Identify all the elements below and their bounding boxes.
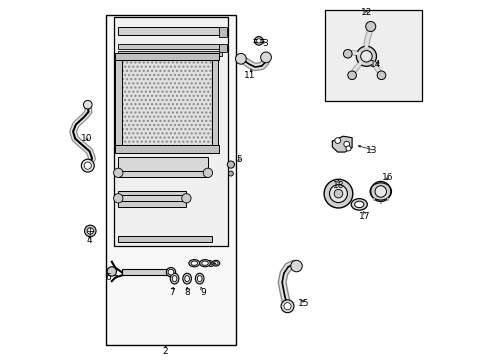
Circle shape <box>324 179 352 208</box>
Text: 17: 17 <box>359 212 370 221</box>
Bar <box>115 56 122 151</box>
Circle shape <box>343 141 349 147</box>
Bar <box>113 17 228 246</box>
Circle shape <box>168 269 174 275</box>
Circle shape <box>84 162 91 169</box>
Bar <box>106 15 235 345</box>
Bar <box>115 145 218 153</box>
Text: 7: 7 <box>169 288 175 297</box>
Circle shape <box>254 37 263 45</box>
Bar <box>219 44 226 51</box>
Circle shape <box>329 185 346 203</box>
Circle shape <box>284 303 290 310</box>
Text: 1: 1 <box>208 260 214 269</box>
Bar <box>118 171 207 177</box>
Ellipse shape <box>354 201 363 208</box>
Bar <box>211 56 218 151</box>
Circle shape <box>235 53 246 64</box>
Circle shape <box>256 39 261 43</box>
Circle shape <box>227 161 234 168</box>
Text: 5: 5 <box>235 155 241 164</box>
Circle shape <box>365 22 375 32</box>
Bar <box>118 44 222 49</box>
Ellipse shape <box>191 261 197 265</box>
Bar <box>118 172 207 176</box>
Circle shape <box>182 194 191 203</box>
Circle shape <box>343 49 351 58</box>
Text: 11: 11 <box>243 71 255 80</box>
Ellipse shape <box>199 260 210 267</box>
Text: 18: 18 <box>332 181 344 190</box>
Circle shape <box>107 267 116 276</box>
Bar <box>118 60 211 146</box>
Circle shape <box>356 46 376 66</box>
Circle shape <box>346 146 350 151</box>
Bar <box>118 201 186 207</box>
Bar <box>115 53 218 60</box>
Bar <box>330 191 336 198</box>
Circle shape <box>334 138 340 143</box>
Circle shape <box>87 228 93 234</box>
Bar <box>118 157 207 171</box>
Circle shape <box>113 194 122 203</box>
Ellipse shape <box>184 275 189 282</box>
Text: 2: 2 <box>163 347 168 356</box>
Circle shape <box>281 300 293 313</box>
Ellipse shape <box>213 262 218 265</box>
Bar <box>325 10 421 101</box>
Circle shape <box>370 181 390 202</box>
Circle shape <box>376 71 385 80</box>
Circle shape <box>290 260 302 272</box>
Text: 14: 14 <box>369 60 381 69</box>
Circle shape <box>228 171 233 176</box>
Text: 8: 8 <box>184 288 190 297</box>
Polygon shape <box>332 136 351 152</box>
Bar <box>122 269 170 275</box>
Circle shape <box>83 100 92 109</box>
Circle shape <box>203 168 212 177</box>
Text: 6: 6 <box>105 273 111 282</box>
Ellipse shape <box>183 273 191 284</box>
Circle shape <box>333 189 342 198</box>
Bar <box>219 27 226 37</box>
Bar <box>118 195 186 202</box>
Ellipse shape <box>350 199 366 210</box>
Circle shape <box>81 159 94 172</box>
Text: 3: 3 <box>262 39 267 48</box>
Ellipse shape <box>188 260 199 267</box>
Circle shape <box>260 52 271 63</box>
Circle shape <box>113 168 122 177</box>
Text: 13: 13 <box>365 146 376 155</box>
Ellipse shape <box>170 273 179 284</box>
Circle shape <box>360 50 371 62</box>
Bar <box>118 192 186 195</box>
Text: 4: 4 <box>86 237 92 246</box>
Text: 10: 10 <box>81 134 92 143</box>
Ellipse shape <box>195 273 203 284</box>
Circle shape <box>374 186 386 197</box>
Bar <box>118 60 211 146</box>
Circle shape <box>166 267 175 277</box>
Text: 15: 15 <box>297 299 308 308</box>
Bar <box>118 236 211 242</box>
Ellipse shape <box>172 275 177 282</box>
Bar <box>118 51 222 56</box>
Text: 9: 9 <box>200 288 206 297</box>
Bar <box>118 27 222 35</box>
Circle shape <box>84 225 96 237</box>
Ellipse shape <box>197 275 202 282</box>
Circle shape <box>347 71 356 80</box>
Text: 12: 12 <box>360 8 371 17</box>
Text: 16: 16 <box>381 173 392 182</box>
Ellipse shape <box>211 260 219 266</box>
Ellipse shape <box>202 261 208 265</box>
